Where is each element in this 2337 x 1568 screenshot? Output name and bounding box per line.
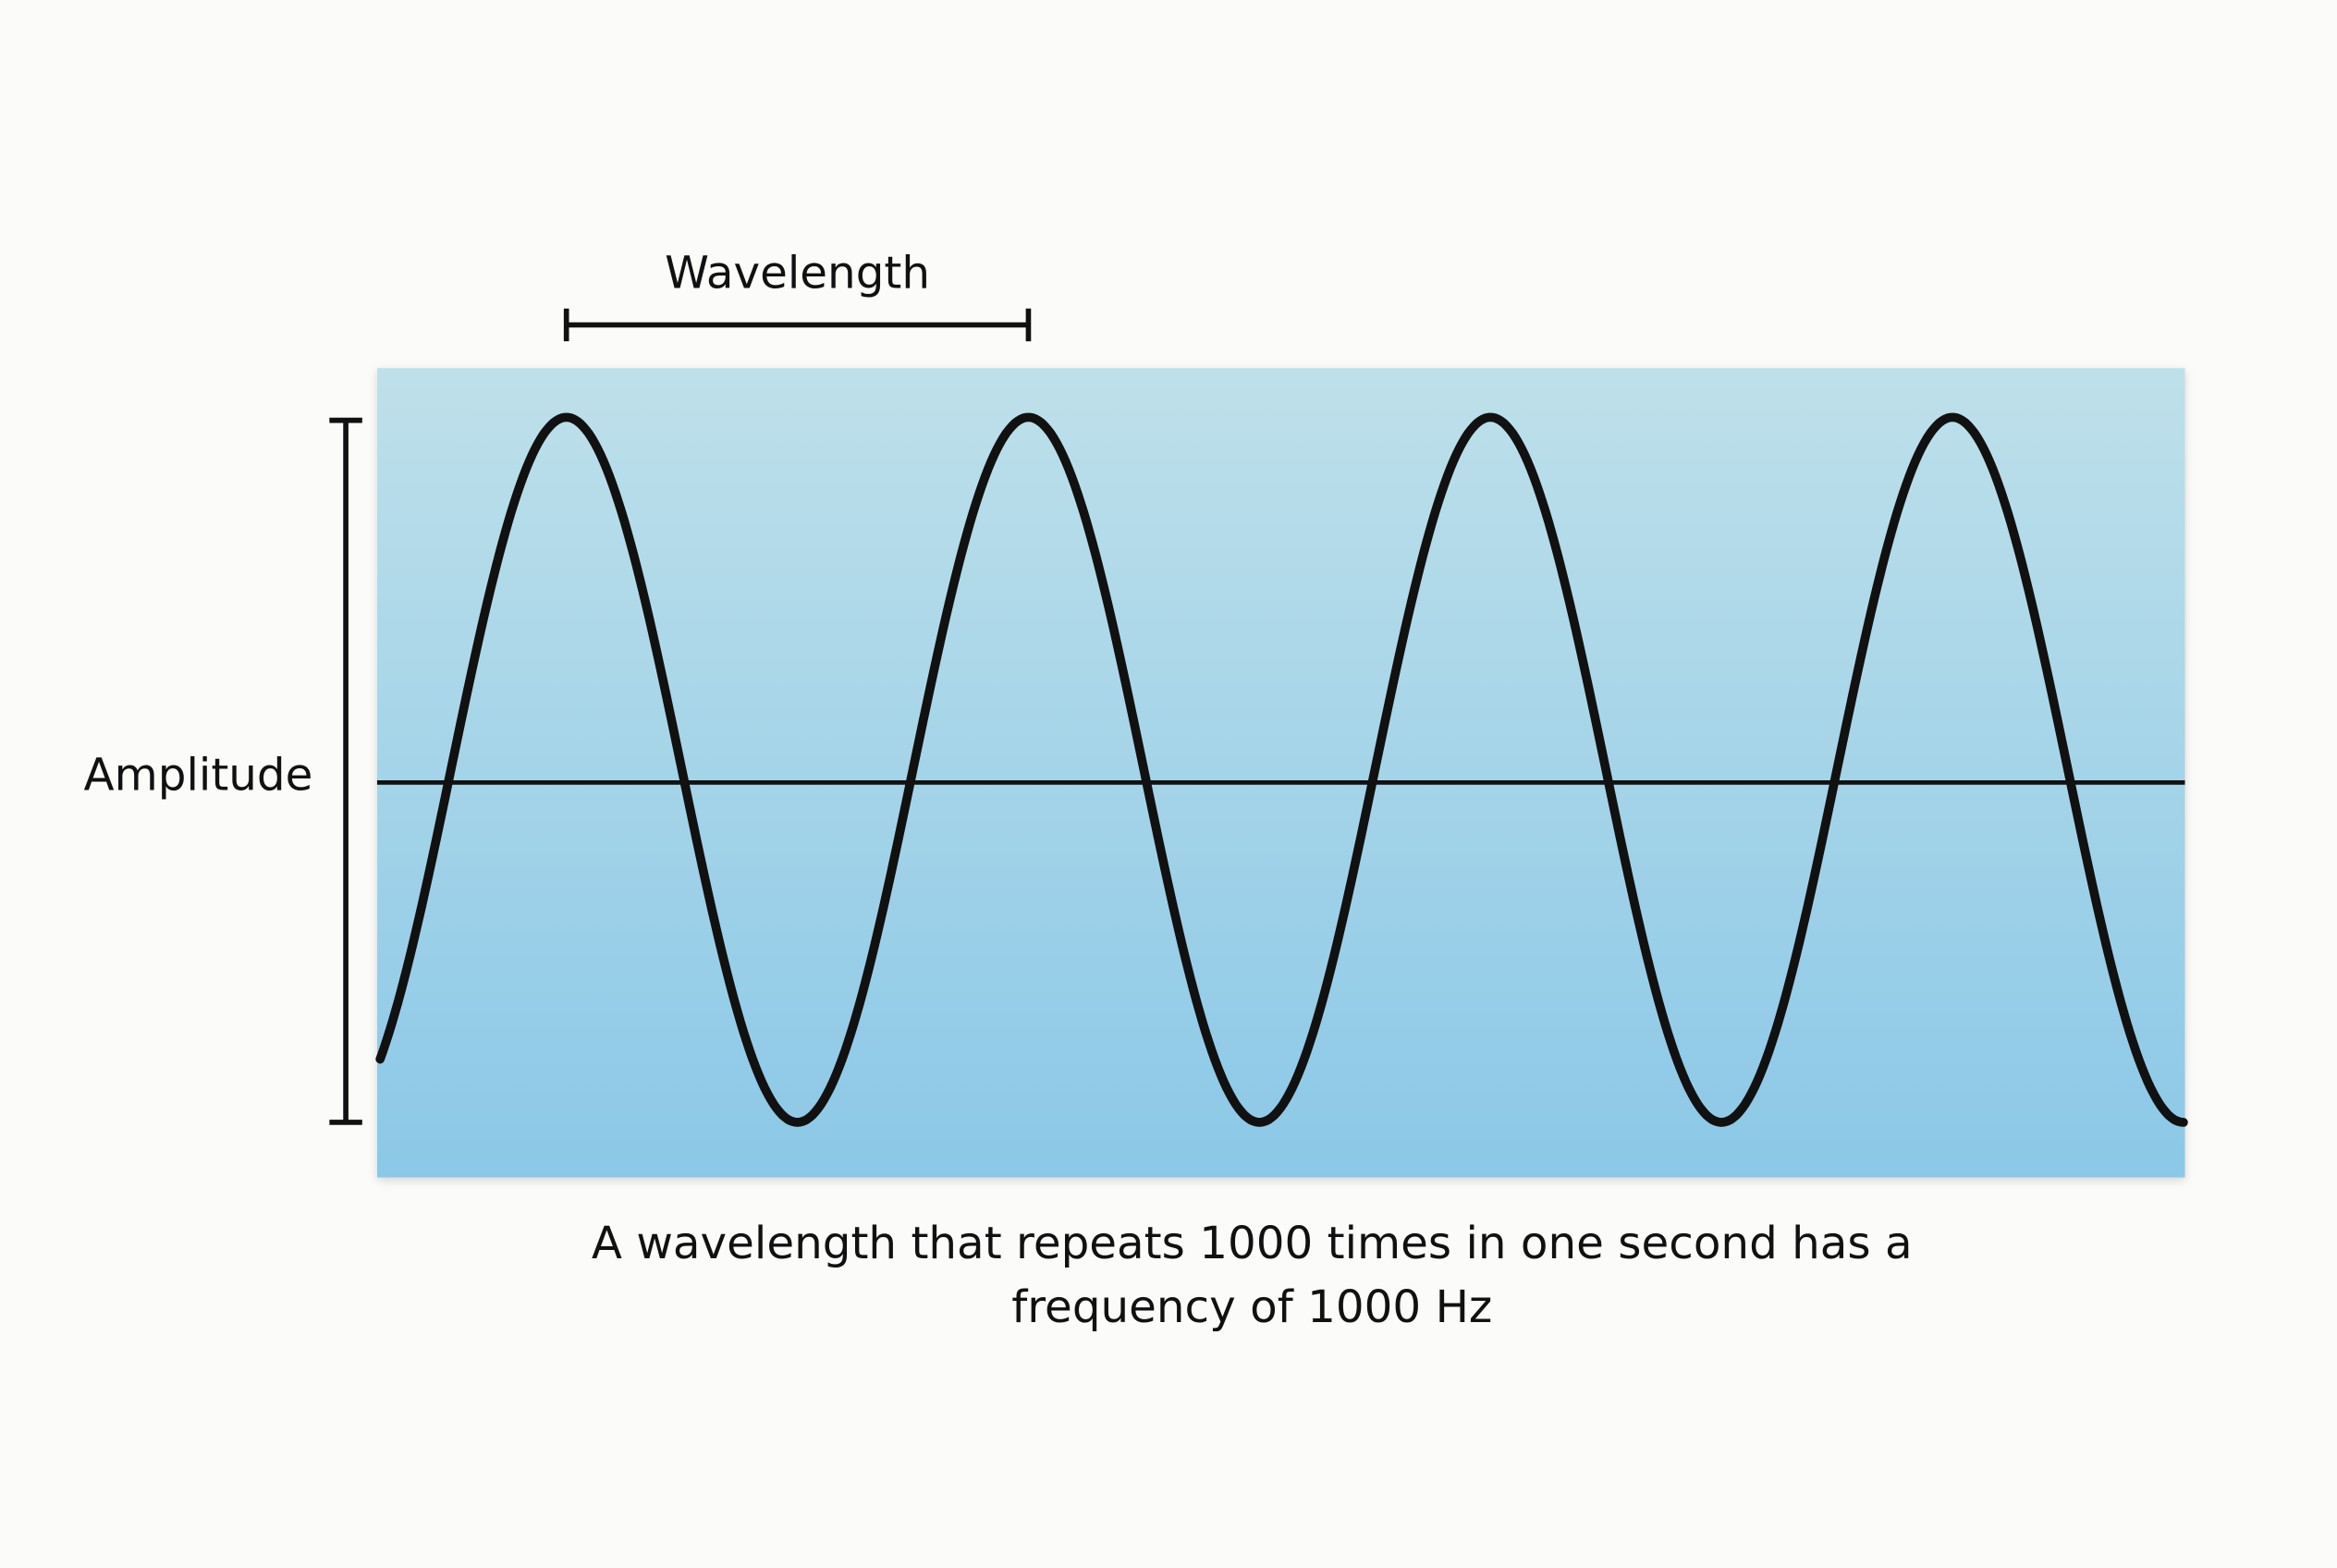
sine-wave	[375, 412, 2188, 1127]
amplitude-bracket	[329, 417, 362, 1125]
amplitude-label: Amplitude	[84, 750, 313, 802]
caption-line: frequency of 1000 Hz	[1011, 1281, 1492, 1333]
wave-panel	[376, 368, 2185, 1178]
wavelength-bracket	[563, 308, 1032, 342]
wavelength-label: Wavelength	[665, 247, 930, 299]
caption-line: A wavelength that repeats 1000 times in …	[592, 1218, 1913, 1269]
